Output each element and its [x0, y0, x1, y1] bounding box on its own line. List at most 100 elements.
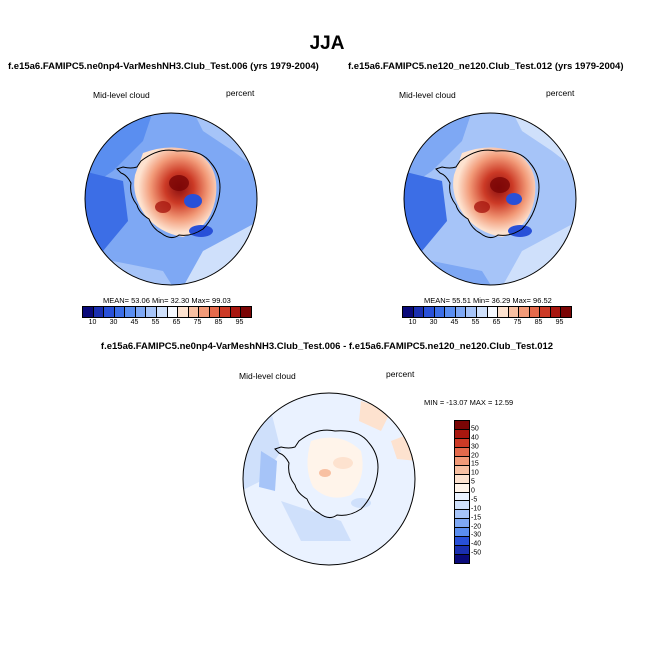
colorbar-tick-label: 15: [471, 460, 479, 468]
colorbar-tick-label: 10: [88, 319, 97, 326]
colorbar-tick-label: 45: [450, 319, 459, 326]
colorbar-swatch: [199, 307, 210, 317]
colorbar-tick-label: 85: [214, 319, 223, 326]
colorbar-swatch: [434, 307, 446, 317]
colorbar-swatch: [561, 307, 571, 317]
colorbar-swatch: [455, 474, 469, 484]
panel-2-colorbar-ticks: 10 30 45 55 65 75 85 95: [402, 319, 570, 329]
colorbar-tick-label: 65: [492, 319, 501, 326]
colorbar-swatch: [209, 307, 221, 317]
panel-2-units-label: percent: [546, 88, 575, 98]
colorbar-swatch: [455, 519, 469, 529]
panel-1-units-label: percent: [226, 88, 255, 98]
colorbar-tick-label: -40: [471, 540, 482, 548]
colorbar-swatch: [114, 307, 126, 317]
colorbar-tick-label: 95: [555, 319, 564, 326]
panel-2-colorbar: [402, 306, 572, 318]
colorbar-tick-label: 45: [130, 319, 139, 326]
colorbar-swatch: [413, 307, 425, 317]
colorbar-swatch: [455, 546, 469, 556]
colorbar-swatch: [455, 492, 469, 502]
panel-1-colorbar-ticks: 10 30 45 55 65 75 85 95: [82, 319, 250, 329]
colorbar-swatch: [529, 307, 541, 317]
colorbar-swatch: [455, 307, 467, 317]
colorbar-tick-label: -50: [471, 549, 482, 557]
colorbar-swatch: [550, 307, 562, 317]
colorbar-tick-label: 75: [193, 319, 202, 326]
colorbar-swatch: [424, 307, 435, 317]
panel-2-variable-label: Mid-level cloud: [399, 90, 456, 100]
colorbar-swatch: [455, 537, 469, 547]
colorbar-swatch: [455, 465, 469, 475]
colorbar-swatch: [167, 307, 179, 317]
panel-3-stats: MIN = -13.07 MAX = 12.59: [424, 398, 514, 407]
colorbar-tick-label: -5: [471, 496, 478, 504]
panel-1-case-title: f.e15a6.FAMIPC5.ne0np4-VarMeshNH3.Club_T…: [8, 61, 319, 72]
colorbar-swatch: [403, 307, 414, 317]
colorbar-swatch: [93, 307, 105, 317]
colorbar-tick-label: 0: [471, 487, 475, 495]
colorbar-swatch: [455, 456, 469, 466]
colorbar-tick-label: 10: [408, 319, 417, 326]
colorbar-tick-label: 50: [471, 425, 479, 433]
colorbar-tick-label: 55: [151, 319, 160, 326]
colorbar-tick-label: 30: [429, 319, 438, 326]
panel-3-variable-label: Mid-level cloud: [239, 371, 296, 381]
colorbar-tick-label: 30: [109, 319, 118, 326]
panel-3-units-label: percent: [386, 369, 415, 379]
panel-1-variable-label: Mid-level cloud: [93, 90, 150, 100]
panel-2-stats: MEAN= 55.51 Min= 36.29 Max= 96.52: [424, 296, 552, 305]
figure-title: JJA: [309, 33, 345, 54]
panel-1-stats: MEAN= 53.06 Min= 32.30 Max= 99.03: [103, 296, 231, 305]
colorbar-swatch: [445, 307, 456, 317]
colorbar-tick-label: 95: [235, 319, 244, 326]
colorbar-tick-label: -20: [471, 523, 482, 530]
colorbar-tick-label: -30: [471, 531, 482, 539]
colorbar-swatch: [455, 447, 469, 457]
colorbar-tick-label: 5: [471, 478, 475, 486]
colorbar-tick-label: 55: [471, 319, 480, 326]
panel-1-polar-map: [84, 112, 258, 286]
colorbar-swatch: [83, 307, 94, 317]
colorbar-swatch: [455, 528, 469, 538]
colorbar-swatch: [146, 307, 157, 317]
colorbar-swatch: [508, 307, 520, 317]
colorbar-swatch: [498, 307, 509, 317]
colorbar-swatch: [241, 307, 251, 317]
colorbar-swatch: [104, 307, 115, 317]
colorbar-swatch: [540, 307, 551, 317]
colorbar-tick-label: 75: [513, 319, 522, 326]
colorbar-swatch: [487, 307, 499, 317]
colorbar-tick-label: 65: [172, 319, 181, 326]
colorbar-swatch: [455, 483, 469, 493]
panel-2-case-title: f.e15a6.FAMIPC5.ne120_ne120.Club_Test.01…: [348, 61, 624, 72]
colorbar-swatch: [156, 307, 168, 317]
colorbar-tick-label: 10: [471, 469, 479, 477]
colorbar-tick-label: 30: [471, 443, 479, 451]
colorbar-swatch: [178, 307, 189, 317]
colorbar-tick-label: -15: [471, 514, 482, 522]
colorbar-swatch: [188, 307, 200, 317]
colorbar-swatch: [220, 307, 231, 317]
colorbar-swatch: [466, 307, 477, 317]
panel-1-colorbar: [82, 306, 252, 318]
colorbar-swatch: [455, 421, 469, 430]
colorbar-swatch: [455, 501, 469, 511]
colorbar-tick-label: 40: [471, 434, 479, 442]
colorbar-swatch: [455, 429, 469, 439]
panel-3-case-title: f.e15a6.FAMIPC5.ne0np4-VarMeshNH3.Club_T…: [100, 341, 554, 352]
panel-3-colorbar: [454, 420, 470, 564]
colorbar-swatch: [455, 438, 469, 448]
colorbar-swatch: [455, 510, 469, 520]
colorbar-swatch: [135, 307, 147, 317]
colorbar-tick-label: -10: [471, 505, 482, 513]
panel-3-polar-map: [242, 392, 416, 566]
colorbar-tick-label: 85: [534, 319, 543, 326]
panel-3-colorbar-ticks: 50 40 30 20 15 10 5 0 -5 -10 -15 -20 -30 -40 -50: [471, 420, 491, 562]
colorbar-swatch: [230, 307, 242, 317]
colorbar-swatch: [455, 555, 469, 563]
colorbar-swatch: [519, 307, 530, 317]
colorbar-swatch: [125, 307, 136, 317]
panel-2-polar-map: [403, 112, 577, 286]
colorbar-swatch: [476, 307, 488, 317]
